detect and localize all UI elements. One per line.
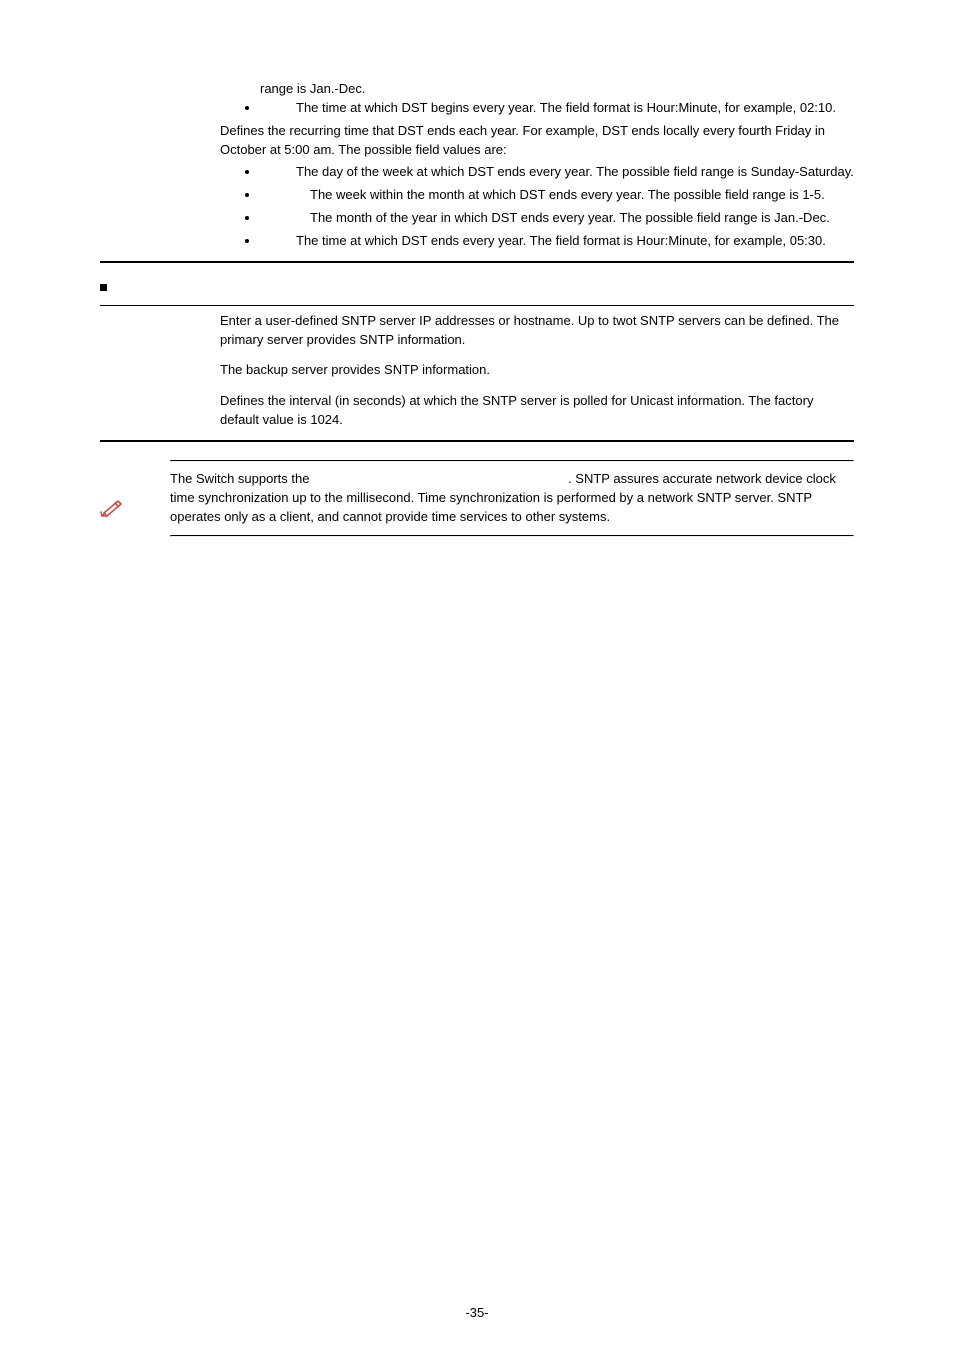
dst-to-day-item: The day of the week at which DST ends ev… [260, 163, 854, 182]
sntp-server-label-cell [100, 312, 220, 350]
sntp-server-row: Enter a user-defined SNTP server IP addr… [100, 312, 854, 350]
dst-from-time-item: The time at which DST begins every year.… [260, 99, 854, 118]
note-icon-wrap [100, 498, 126, 524]
sntp-poll-label-cell [100, 392, 220, 430]
sntp-server-text: Enter a user-defined SNTP server IP addr… [220, 312, 854, 350]
sntp-backup-row: The backup server provides SNTP informat… [100, 361, 854, 380]
dst-to-block: The day of the week at which DST ends ev… [220, 163, 854, 250]
note-pencil-icon [100, 498, 126, 518]
sntp-poll-text: Defines the interval (in seconds) at whi… [220, 392, 854, 430]
dst-from-block: range is Jan.-Dec. The time at which DST… [220, 80, 854, 118]
sntp-poll-row: Defines the interval (in seconds) at whi… [100, 392, 854, 430]
square-bullet-icon [100, 284, 107, 291]
note-row: The Switch supports the . SNTP assures a… [170, 462, 854, 535]
content-area: range is Jan.-Dec. The time at which DST… [100, 80, 854, 537]
dst-from-list-cont: range is Jan.-Dec. [220, 80, 854, 99]
table-top-rule [100, 305, 854, 306]
dst-from-month-item: range is Jan.-Dec. [247, 80, 854, 99]
dst-to-day-text: The day of the week at which DST ends ev… [296, 164, 854, 179]
sntp-backup-text: The backup server provides SNTP informat… [220, 361, 854, 380]
page: range is Jan.-Dec. The time at which DST… [0, 0, 954, 1350]
note-bottom-rule [170, 535, 854, 537]
sntp-backup-label-cell [100, 361, 220, 380]
dst-from-time-text: The time at which DST begins every year.… [296, 100, 836, 115]
dst-to-week-text: The week within the month at which DST e… [310, 187, 825, 202]
dst-to-para: Defines the recurring time that DST ends… [220, 122, 854, 160]
dst-to-time-item: The time at which DST ends every year. T… [260, 232, 854, 251]
dst-from-month-text: range is Jan.-Dec. [260, 81, 366, 96]
section-divider-2 [100, 440, 854, 442]
dst-to-month-text: The month of the year in which DST ends … [310, 210, 830, 225]
dst-from-time-list: The time at which DST begins every year.… [220, 99, 854, 118]
section-divider-1 [100, 261, 854, 263]
dst-to-month-item: The month of the year in which DST ends … [260, 209, 854, 228]
sntp-table: Enter a user-defined SNTP server IP addr… [100, 312, 854, 430]
dst-to-week-item: The week within the month at which DST e… [260, 186, 854, 205]
note-text-pre: The Switch supports the [170, 471, 313, 486]
page-number: -35- [0, 1305, 954, 1320]
note-block: The Switch supports the . SNTP assures a… [170, 460, 854, 537]
note-text: The Switch supports the . SNTP assures a… [170, 470, 854, 527]
section-heading-row [100, 281, 854, 291]
dst-to-time-text: The time at which DST ends every year. T… [296, 233, 826, 248]
dst-to-list: The day of the week at which DST ends ev… [220, 163, 854, 250]
